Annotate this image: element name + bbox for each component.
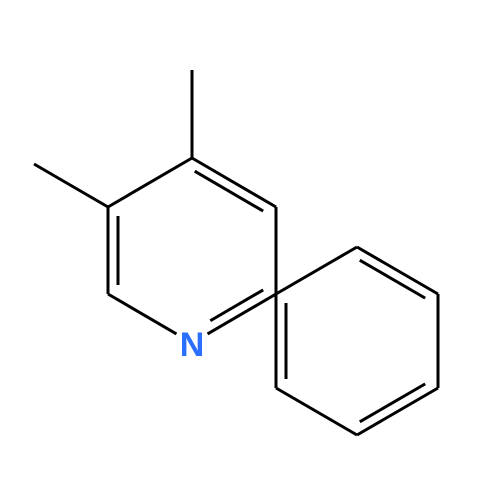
bond — [276, 388, 357, 435]
molecule-diagram: N — [0, 0, 500, 500]
bond-inner — [195, 171, 263, 211]
bond — [34, 164, 108, 207]
bond — [276, 247, 357, 294]
n-label: N — [180, 326, 205, 364]
bond — [357, 247, 438, 294]
bond — [192, 158, 276, 207]
bond — [108, 294, 176, 334]
bond — [357, 388, 438, 435]
bond — [208, 294, 276, 334]
bond — [108, 158, 192, 207]
